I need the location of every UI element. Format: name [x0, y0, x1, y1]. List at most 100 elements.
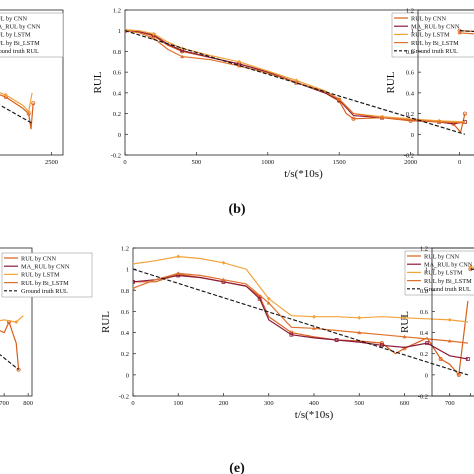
legend-label: RUL by CNN — [0, 15, 28, 22]
axes-frame — [417, 9, 474, 156]
y-tick-label: 0.4 — [121, 330, 130, 337]
x-tick-label: 0 — [123, 159, 126, 166]
y-tick-label: 1 — [126, 267, 129, 274]
data-point — [447, 339, 452, 343]
y-tick-label: 1.2 — [113, 8, 121, 15]
x-tick-label: 2000 — [404, 159, 417, 166]
series-group — [125, 27, 467, 135]
axes-frame — [0, 9, 64, 156]
x-tick-label: 500 — [192, 159, 202, 166]
y-tick-label: 1.2 — [420, 246, 428, 253]
legend-label: RUL by CNN — [21, 255, 57, 262]
data-point — [438, 356, 443, 361]
y-tick-label: 0.6 — [420, 309, 429, 316]
y-tick-label: 0.6 — [406, 70, 415, 77]
data-point — [257, 296, 262, 301]
data-point — [266, 300, 271, 305]
data-point — [133, 279, 135, 284]
data-point — [380, 115, 385, 120]
y-tick-label: 0 — [118, 132, 121, 139]
series-line-ground-truth-rul — [125, 30, 466, 135]
y-tick-label: 1.2 — [121, 246, 129, 253]
x-tick-label: 600 — [400, 400, 410, 407]
x-axis-label: t/s(*10s) — [295, 409, 334, 421]
x-tick-label: 800 — [23, 400, 33, 407]
legend-label: RUL by LSTM — [411, 32, 450, 39]
data-point — [176, 254, 181, 259]
y-tick-label: 0.6 — [113, 70, 122, 77]
chart-partial-right-bottom: -0.2 0 0.2 0.4 0.6 0.8 1 1.2 RUL — [399, 246, 474, 401]
y-tick-label: 0.4 — [406, 90, 415, 97]
series-line-ground-truth-rul — [0, 104, 34, 125]
y-tick-label: 0 — [411, 132, 414, 139]
data-point — [425, 341, 430, 346]
data-point — [468, 265, 473, 270]
data-point — [237, 59, 242, 64]
legend-label: RUL by LSTM — [21, 272, 60, 279]
data-point — [289, 332, 294, 337]
data-point — [294, 78, 299, 83]
legend-label: RUL by Bi_LSTM — [0, 40, 40, 47]
series-line-ma-rul-by-cnn — [133, 274, 469, 360]
y-tick-label: 0.8 — [406, 49, 414, 56]
y-tick-label: -0.2 — [404, 153, 414, 160]
y-tick-label: 0.8 — [420, 288, 428, 295]
chart-partial-right-top: -0.2 0 0.2 0.4 0.6 0.8 1 1.2 0 RUL — [385, 8, 474, 166]
x-tick-label: 0 — [131, 400, 134, 407]
data-point — [31, 101, 36, 106]
series-line-rul-by-cnn — [0, 94, 34, 130]
y-axis-label: RUL — [100, 311, 112, 333]
data-point — [447, 317, 452, 322]
data-point — [237, 63, 242, 68]
data-point — [402, 334, 407, 339]
y-tick-label: 0.4 — [113, 90, 122, 97]
axes-frame — [124, 9, 474, 156]
series-line-rul-by-lstm — [0, 92, 33, 113]
y-tick-label: 0.2 — [113, 111, 121, 118]
data-point — [337, 97, 342, 101]
legend-label: MA_RUL by CNN — [411, 24, 460, 31]
series-line-ground-truth-rul — [133, 268, 469, 376]
data-point — [176, 271, 181, 275]
series-line-rul-by-lstm — [0, 315, 24, 323]
data-point — [312, 326, 316, 330]
data-point — [334, 338, 339, 342]
data-point — [312, 314, 316, 319]
y-tick-label: 0.4 — [420, 330, 429, 337]
y-tick-label: -0.2 — [111, 153, 121, 160]
x-axis-label: t/s(*10s) — [284, 168, 323, 180]
data-point — [402, 315, 407, 320]
y-tick-label: 0.2 — [406, 111, 414, 118]
x-tick-label: 500 — [354, 400, 364, 407]
data-point — [221, 260, 226, 265]
legend-label: RUL by CNN — [411, 15, 447, 22]
data-point — [266, 296, 271, 301]
caption-b: (b) — [228, 202, 245, 217]
x-tick-label: 2500 — [45, 159, 58, 166]
data-point — [379, 343, 384, 348]
caption-e: (e) — [229, 461, 245, 474]
axes-frame — [431, 247, 474, 397]
data-point — [180, 54, 185, 59]
y-tick-label: 0.2 — [420, 351, 428, 358]
x-tick-label: 1500 — [333, 159, 346, 166]
x-tick-label: 700 — [0, 400, 9, 407]
data-point — [462, 111, 467, 116]
y-axis-label: RUL — [385, 71, 397, 93]
y-tick-label: 1.2 — [406, 8, 414, 15]
data-point — [180, 46, 185, 51]
series-group — [468, 265, 474, 272]
legend-label: RUL by Bi_LSTM — [21, 280, 69, 287]
series-group — [133, 254, 470, 377]
y-tick-label: 0.8 — [113, 49, 121, 56]
data-point — [465, 357, 470, 361]
series-group — [457, 28, 474, 35]
data-point — [14, 320, 19, 324]
y-tick-label: 1 — [425, 267, 428, 274]
series-group — [0, 92, 36, 130]
series-line-ground-truth-rul — [0, 353, 19, 371]
series-group — [0, 315, 24, 372]
